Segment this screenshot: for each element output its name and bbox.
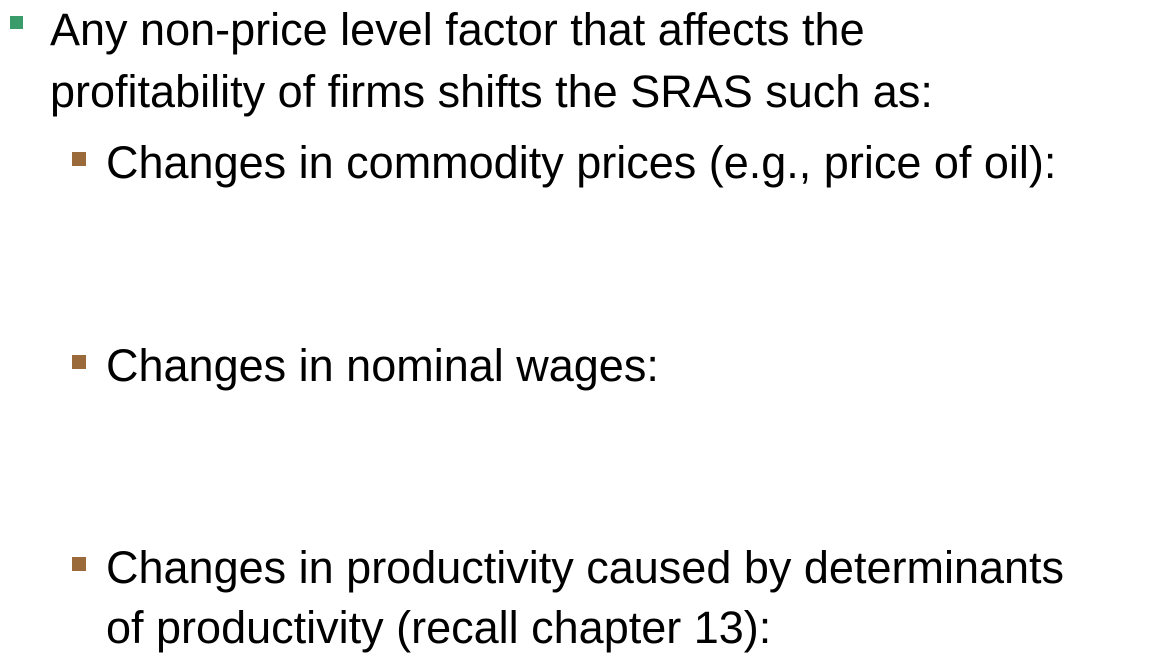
main-bullet-line-2: profitability of firms shifts the SRAS s… xyxy=(50,61,933,123)
sub-bullet-commodity-prices: Changes in commodity prices (e.g., price… xyxy=(106,133,1056,193)
main-bullet-line-1: Any non-price level factor that affects … xyxy=(50,0,933,61)
square-bullet-icon xyxy=(72,355,86,369)
sub-bullet-productivity-line-2: of productivity (recall chapter 13): xyxy=(106,598,1064,658)
square-bullet-icon xyxy=(10,16,23,29)
sub-bullet-productivity-line-1: Changes in productivity caused by determ… xyxy=(106,538,1064,598)
main-bullet-item: Any non-price level factor that affects … xyxy=(50,0,933,123)
square-bullet-icon xyxy=(72,557,86,571)
sub-bullet-productivity: Changes in productivity caused by determ… xyxy=(106,538,1064,658)
sub-bullet-nominal-wages: Changes in nominal wages: xyxy=(106,336,659,396)
square-bullet-icon xyxy=(72,152,86,166)
sub-bullet-commodity-line-1: Changes in commodity prices (e.g., price… xyxy=(106,133,1056,193)
sub-bullet-wages-line-1: Changes in nominal wages: xyxy=(106,336,659,396)
